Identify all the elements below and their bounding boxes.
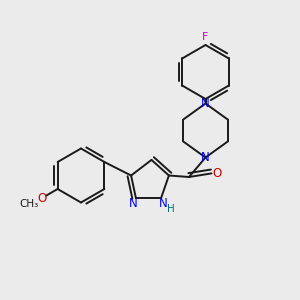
Text: H: H: [167, 204, 175, 214]
Text: CH₃: CH₃: [20, 199, 39, 209]
Text: F: F: [202, 32, 209, 43]
Text: O: O: [38, 191, 46, 205]
Text: N: N: [201, 151, 210, 164]
Text: N: N: [201, 97, 210, 110]
Text: N: N: [159, 197, 168, 210]
Text: N: N: [129, 197, 138, 210]
Text: O: O: [212, 167, 221, 180]
